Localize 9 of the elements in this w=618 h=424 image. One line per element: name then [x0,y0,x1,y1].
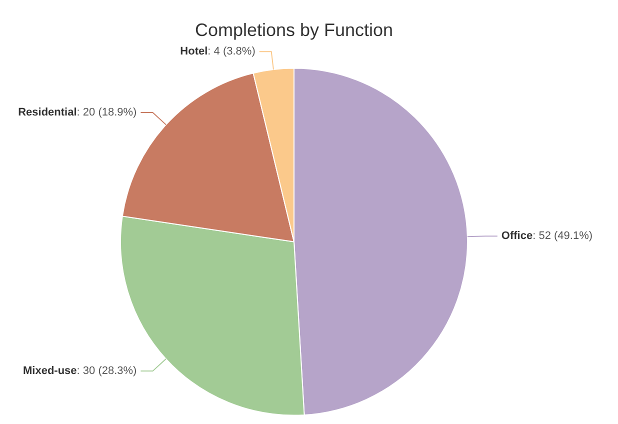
slice-label: Mixed-use [22,365,77,378]
slice-label: Office [501,230,533,242]
slice-label: Hotel [180,46,208,58]
data-label: : 4 (3.8%) [208,46,256,58]
slice-label: Residential [18,106,77,119]
data-label: : 30 (28.3%) [76,365,137,378]
data-label: : 20 (18.9%) [76,106,137,119]
chart-title: Completions by Function [194,20,394,40]
data-label: : 52 (49.1%) [532,230,593,242]
